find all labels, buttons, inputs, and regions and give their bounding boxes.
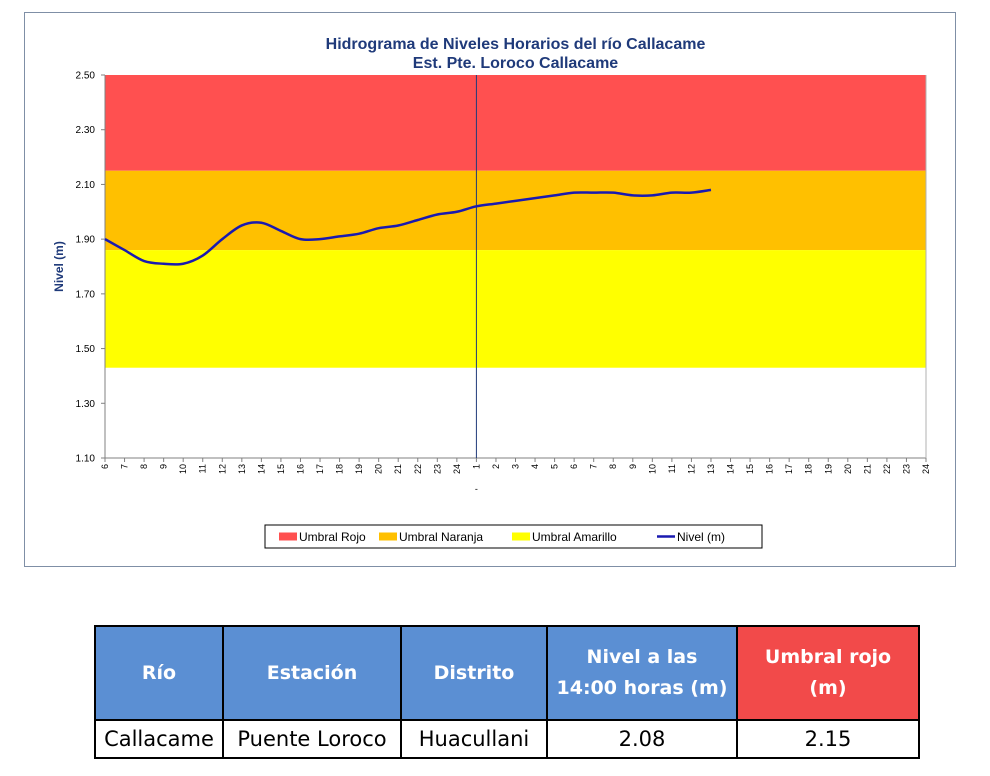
x-tick-label: 15: [745, 464, 755, 474]
x-tick-label: 17: [315, 464, 325, 474]
x-tick-label: 20: [843, 464, 853, 474]
header-distrito: Distrito: [400, 625, 548, 721]
x-tick-label: 21: [862, 464, 872, 474]
x-tick-label: 20: [374, 464, 384, 474]
legend-label: Umbral Rojo: [299, 530, 366, 544]
threshold-band-umbral-amarillo: [105, 250, 926, 368]
x-tick-label: 9: [628, 464, 638, 469]
table-row: Callacame Puente Loroco Huacullani 2.08 …: [94, 719, 920, 759]
x-tick-label: 18: [804, 464, 814, 474]
chart-frame: Hidrograma de Niveles Horarios del río C…: [24, 12, 956, 567]
table-header-row: Río Estación Distrito Nivel a las 14:00 …: [94, 625, 920, 721]
chart-title: Hidrograma de Niveles Horarios del río C…: [326, 36, 706, 53]
y-tick-label: 1.70: [76, 289, 96, 300]
threshold-band-umbral-rojo: [105, 75, 926, 171]
x-tick-label: 1: [471, 464, 481, 469]
y-tick-label: 2.30: [76, 125, 96, 136]
cell-estacion: Puente Loroco: [222, 719, 402, 759]
y-tick-label: 1.90: [76, 235, 96, 246]
x-tick-label: 7: [589, 464, 599, 469]
x-tick-label: 19: [354, 464, 364, 474]
cell-distrito: Huacullani: [400, 719, 548, 759]
x-tick-label: 15: [276, 464, 286, 474]
x-tick-label: 14: [256, 464, 266, 474]
x-tick-label: 6: [100, 464, 110, 469]
x-tick-label: 24: [921, 464, 931, 474]
x-tick-label: 24: [452, 464, 462, 474]
chart-subtitle: Est. Pte. Loroco Callacame: [413, 55, 619, 72]
x-tick-label: 18: [335, 464, 345, 474]
legend-swatch: [379, 532, 397, 541]
x-tick-label: 3: [511, 464, 521, 469]
x-tick-label: 21: [393, 464, 403, 474]
hydrograph-chart: Hidrograma de Niveles Horarios del río C…: [52, 36, 931, 549]
x-tick-label: 17: [784, 464, 794, 474]
x-tick-label: 5: [550, 464, 560, 469]
x-tick-label: 7: [120, 464, 130, 469]
x-tick-label: 16: [295, 464, 305, 474]
legend-label: Nivel (m): [677, 530, 725, 544]
x-tick-label: 8: [139, 464, 149, 469]
x-tick-label: 13: [237, 464, 247, 474]
x-sub-label: -: [475, 484, 478, 494]
y-tick-label: 1.10: [76, 454, 96, 465]
x-tick-label: 19: [823, 464, 833, 474]
x-tick-label: 12: [686, 464, 696, 474]
y-axis-title: Nivel (m): [52, 241, 66, 292]
x-tick-label: 16: [765, 464, 775, 474]
header-nivel: Nivel a las 14:00 horas (m): [546, 625, 738, 721]
x-tick-label: 23: [432, 464, 442, 474]
threshold-band-umbral-naranja: [105, 170, 926, 251]
y-tick-label: 2.10: [76, 180, 96, 191]
x-tick-label: 23: [901, 464, 911, 474]
legend-label: Umbral Naranja: [399, 530, 483, 544]
y-tick-label: 2.50: [76, 71, 96, 82]
x-tick-label: 9: [159, 464, 169, 469]
x-tick-label: 8: [608, 464, 618, 469]
x-tick-label: 4: [530, 464, 540, 469]
header-umbral-rojo: Umbral rojo (m): [736, 625, 920, 721]
legend-swatch: [512, 532, 530, 541]
legend-swatch: [279, 532, 297, 541]
y-tick-label: 1.30: [76, 399, 96, 410]
legend-label: Umbral Amarillo: [532, 530, 617, 544]
x-tick-label: 13: [706, 464, 716, 474]
x-tick-label: 10: [647, 464, 657, 474]
x-tick-label: 11: [198, 464, 208, 473]
x-tick-label: 22: [882, 464, 892, 474]
x-tick-label: 10: [178, 464, 188, 474]
series-line-nivel: [104, 188, 712, 266]
y-tick-label: 1.50: [76, 344, 96, 355]
x-tick-label: 6: [569, 464, 579, 469]
cell-umbral-rojo: 2.15: [736, 719, 920, 759]
x-tick-label: 14: [726, 464, 736, 474]
x-tick-label: 22: [413, 464, 423, 474]
x-tick-label: 2: [491, 464, 501, 469]
header-rio: Río: [94, 625, 224, 721]
x-tick-label: 12: [217, 464, 227, 474]
x-tick-label: 11: [667, 464, 677, 473]
cell-nivel: 2.08: [546, 719, 738, 759]
header-estacion: Estación: [222, 625, 402, 721]
cell-rio: Callacame: [94, 719, 224, 759]
station-table: Río Estación Distrito Nivel a las 14:00 …: [94, 625, 920, 759]
